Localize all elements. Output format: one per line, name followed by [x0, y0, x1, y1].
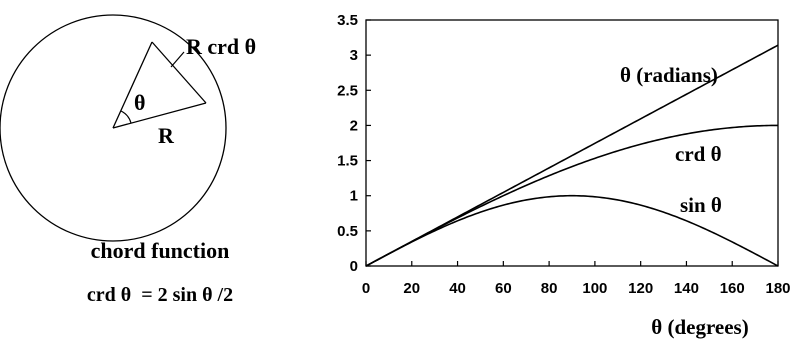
caption-title: chord function [91, 238, 230, 263]
x-tick-label: 120 [628, 280, 653, 297]
angle-arc [120, 110, 132, 124]
y-tick-label: 0 [350, 258, 358, 275]
x-tick-label: 80 [541, 280, 558, 297]
x-tick-label: 20 [403, 280, 420, 297]
x-tick-label: 40 [449, 280, 466, 297]
series-label-sin: sin θ [680, 193, 722, 217]
chord-line [151, 41, 207, 104]
y-tick-label: 2.5 [337, 82, 358, 99]
y-tick-label: 2 [350, 117, 358, 134]
x-tick-label: 180 [765, 280, 790, 297]
radius-line-upper [112, 41, 153, 129]
y-tick-label: 3 [350, 47, 358, 64]
y-tick-label: 1.5 [337, 153, 358, 170]
x-tick-label: 100 [582, 280, 607, 297]
series-label-theta: θ (radians) [620, 63, 718, 87]
x-axis-title: θ (degrees) [651, 315, 748, 339]
x-axis: 0 20 40 60 80 100 120 140 160 180 [362, 261, 791, 297]
angle-label: θ [134, 90, 145, 115]
chord-diagram: R crd θ θ R chord function crd θ = 2 sin… [0, 14, 256, 306]
chord-label: R crd θ [186, 34, 256, 59]
series-lines [365, 44, 779, 267]
series-label-crd: crd θ [675, 142, 722, 166]
caption-formula: crd θ = 2 sin θ /2 [87, 284, 233, 306]
x-tick-label: 0 [362, 280, 370, 297]
x-tick-label: 160 [720, 280, 745, 297]
y-axis: 0 0.5 1 1.5 2 2.5 3 3.5 [337, 12, 371, 275]
y-tick-label: 0.5 [337, 223, 358, 240]
chart: 0 0.5 1 1.5 2 2.5 3 3.5 0 20 40 60 80 100 120 140 160 18… [337, 12, 790, 339]
y-tick-label: 1 [350, 188, 358, 205]
x-tick-label: 60 [495, 280, 512, 297]
radius-line-lower [112, 102, 207, 129]
plot-frame [365, 19, 779, 267]
chord-label-pointer [170, 51, 185, 68]
radius-label: R [158, 123, 175, 148]
series-line-crd [365, 124, 778, 267]
unit-circle [0, 14, 227, 242]
series-line-sin [365, 194, 779, 267]
x-tick-label: 140 [674, 280, 699, 297]
y-tick-label: 3.5 [337, 12, 358, 29]
